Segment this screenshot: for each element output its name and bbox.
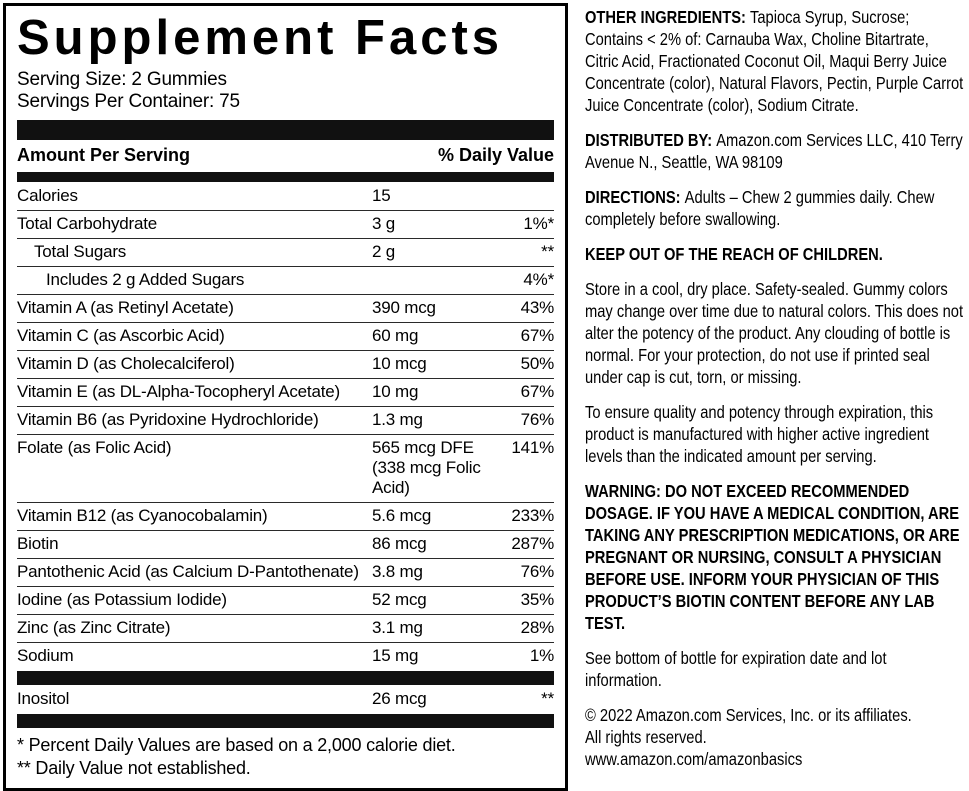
website-url: www.amazon.com/amazonbasics — [585, 749, 803, 769]
expiration-note: See bottom of bottle for expiration date… — [585, 648, 887, 690]
distributed-by-section: DISTRIBUTED BY: Amazon.com Services LLC, … — [585, 129, 965, 173]
copyright-line: © 2022 Amazon.com Services, Inc. or its … — [585, 705, 912, 725]
table-row-vitamin-d: Vitamin D (as Cholecalciferol) 10 mcg 50… — [17, 351, 554, 379]
warning-label: WARNING: — [585, 481, 661, 501]
directions-text: Adults – Chew 2 gummies daily. Chew comp… — [585, 187, 935, 229]
distributed-by-text: Amazon.com Services LLC, 410 Terry Avenu… — [585, 130, 963, 172]
table-row-sodium: Sodium 15 mg 1% — [17, 645, 554, 665]
table-row-added-sugars: Includes 2 g Added Sugars 4%* — [17, 267, 554, 295]
table-row-vitamin-b12: Vitamin B12 (as Cyanocobalamin) 5.6 mcg … — [17, 503, 554, 531]
table-row-zinc: Zinc (as Zinc Citrate) 3.1 mg 28% — [17, 615, 554, 643]
info-column: OTHER INGREDIENTS: Tapioca Syrup, Sucrose… — [585, 3, 965, 791]
rights-line: All rights reserved. — [585, 727, 707, 747]
table-row-vitamin-e: Vitamin E (as DL-Alpha-Tocopheryl Acetat… — [17, 379, 554, 407]
table-row-pantothenic-acid: Pantothenic Acid (as Calcium D-Pantothen… — [17, 559, 554, 587]
copyright-block: © 2022 Amazon.com Services, Inc. or its … — [585, 704, 965, 770]
footnote-daily-values: * Percent Daily Values are based on a 2,… — [17, 734, 456, 755]
distributed-by-label: DISTRIBUTED BY: — [585, 130, 713, 150]
warning-section: WARNING: DO NOT EXCEED RECOMMENDED DOSAGE… — [585, 480, 965, 634]
table-row-calories: Calories 15 — [17, 183, 554, 211]
keep-out-of-reach-warning: KEEP OUT OF THE REACH OF CHILDREN. — [585, 244, 883, 264]
serving-size: Serving Size: 2 Gummies — [17, 68, 227, 90]
table-row-total-sugars: Total Sugars 2 g ** — [17, 239, 554, 267]
table-row-vitamin-c: Vitamin C (as Ascorbic Acid) 60 mg 67% — [17, 323, 554, 351]
divider-bar-pre-inositol — [17, 670, 554, 685]
table-row-vitamin-b6: Vitamin B6 (as Pyridoxine Hydrochloride)… — [17, 407, 554, 435]
other-ingredients-section: OTHER INGREDIENTS: Tapioca Syrup, Sucrose… — [585, 6, 965, 116]
table-row-inositol: Inositol 26 mcg ** — [17, 688, 554, 708]
table-column-header: Amount Per Serving % Daily Value — [17, 140, 554, 172]
divider-bar-top — [17, 119, 554, 140]
directions-section: DIRECTIONS: Adults – Chew 2 gummies daily… — [585, 186, 965, 230]
table-row-folate: Folate (as Folic Acid) 565 mcg DFE (338 m… — [17, 435, 554, 503]
footnote-not-established: ** Daily Value not established. — [17, 757, 251, 778]
warning-text: DO NOT EXCEED RECOMMENDED DOSAGE. IF YOU… — [585, 481, 960, 633]
other-ingredients-text: Tapioca Syrup, Sucrose; Contains < 2% of… — [585, 7, 964, 115]
storage-section: Store in a cool, dry place. Safety-seale… — [585, 279, 964, 387]
divider-bar-header — [17, 171, 554, 182]
supplement-facts-panel: Supplement Facts Serving Size: 2 Gummies… — [3, 3, 568, 791]
servings-per-container: Servings Per Container: 75 — [17, 90, 240, 112]
table-row-total-carbohydrate: Total Carbohydrate 3 g 1%* — [17, 211, 554, 239]
directions-label: DIRECTIONS: — [585, 187, 681, 207]
footnotes: * Percent Daily Values are based on a 2,… — [17, 734, 554, 780]
daily-value-header: % Daily Value — [437, 144, 554, 165]
table-row-vitamin-a: Vitamin A (as Retinyl Acetate) 390 mcg 4… — [17, 295, 554, 323]
table-row-biotin: Biotin 86 mcg 287% — [17, 531, 554, 559]
facts-title: Supplement Facts — [17, 11, 504, 65]
amount-per-serving-header: Amount Per Serving — [17, 144, 191, 165]
other-ingredients-label: OTHER INGREDIENTS: — [585, 7, 746, 27]
table-row-iodine: Iodine (as Potassium Iodide) 52 mcg 35% — [17, 587, 554, 615]
potency-section: To ensure quality and potency through ex… — [585, 402, 934, 466]
divider-bar-post-inositol — [17, 713, 554, 728]
